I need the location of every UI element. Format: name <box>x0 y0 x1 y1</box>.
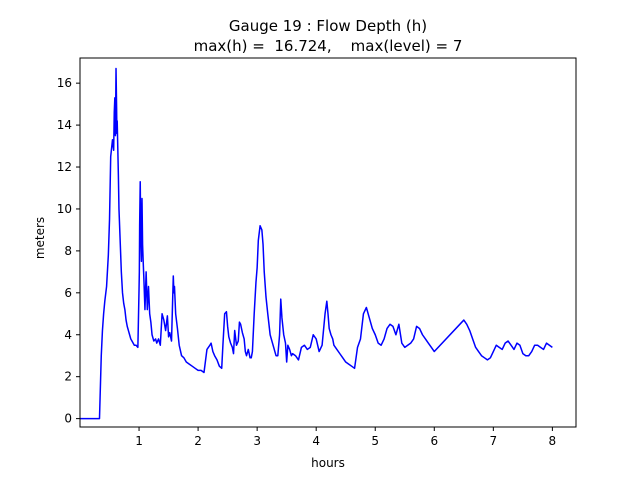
x-tick-label: 7 <box>490 434 498 448</box>
x-axis-label: hours <box>311 456 345 470</box>
x-tick-label: 6 <box>430 434 438 448</box>
x-tick-label: 8 <box>549 434 557 448</box>
y-tick-label: 16 <box>57 76 72 90</box>
y-tick-label: 0 <box>64 412 72 426</box>
x-tick-label: 2 <box>194 434 202 448</box>
axes-frame <box>79 57 577 428</box>
data-layer <box>80 67 553 420</box>
y-axis-ticks: 0 2 4 6 8 10 12 14 16 <box>57 76 80 426</box>
y-tick-label: 4 <box>64 328 72 342</box>
chart-title: Gauge 19 : Flow Depth (h) <box>229 17 427 35</box>
x-tick-label: 3 <box>253 434 261 448</box>
y-tick-label: 10 <box>57 202 72 216</box>
flow-depth-series-line <box>80 67 553 420</box>
x-axis-ticks: 1 2 3 4 5 6 7 8 <box>135 427 556 448</box>
x-tick-label: 4 <box>312 434 320 448</box>
x-tick-label: 5 <box>371 434 379 448</box>
y-tick-label: 12 <box>57 160 72 174</box>
y-tick-label: 14 <box>57 118 72 132</box>
y-tick-label: 6 <box>64 286 72 300</box>
y-axis-label: meters <box>33 217 47 259</box>
chart-subtitle: max(h) = 16.724, max(level) = 7 <box>194 37 463 55</box>
x-tick-label: 1 <box>135 434 143 448</box>
y-tick-label: 8 <box>64 244 72 258</box>
y-tick-label: 2 <box>64 370 72 384</box>
